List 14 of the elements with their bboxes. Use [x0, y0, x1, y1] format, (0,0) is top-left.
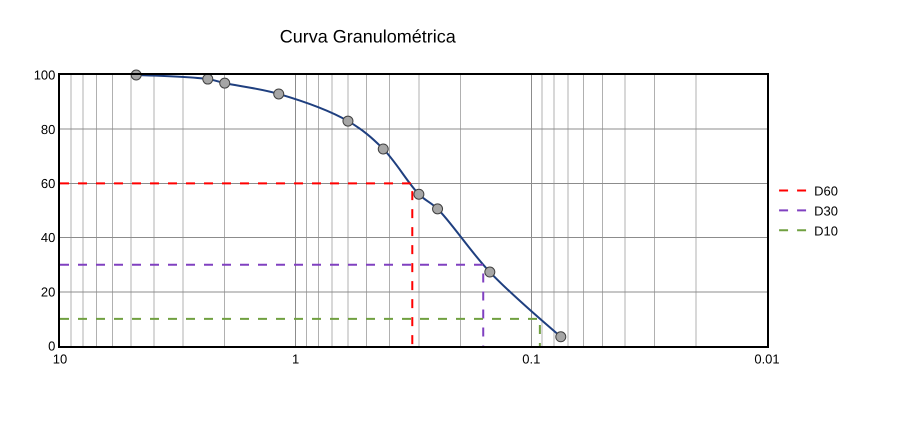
legend-label: D10	[814, 223, 838, 238]
y-tick-label: 60	[40, 176, 56, 191]
x-tick-label: 10	[52, 352, 68, 367]
x-tick-label: 1	[292, 352, 300, 367]
y-tick-label: 40	[40, 230, 56, 246]
x-tick-label: 0.1	[522, 352, 540, 367]
y-tick-label: 100	[34, 68, 56, 83]
legend-label: D60	[814, 184, 838, 199]
chart-title: Curva Granulométrica	[280, 26, 457, 46]
legend-label: D30	[814, 203, 838, 218]
y-tick-label: 80	[40, 122, 56, 137]
y-tick-label: 0	[48, 338, 56, 354]
x-tick-label: 0.01	[754, 352, 780, 367]
y-tick-label: 20	[40, 284, 56, 300]
